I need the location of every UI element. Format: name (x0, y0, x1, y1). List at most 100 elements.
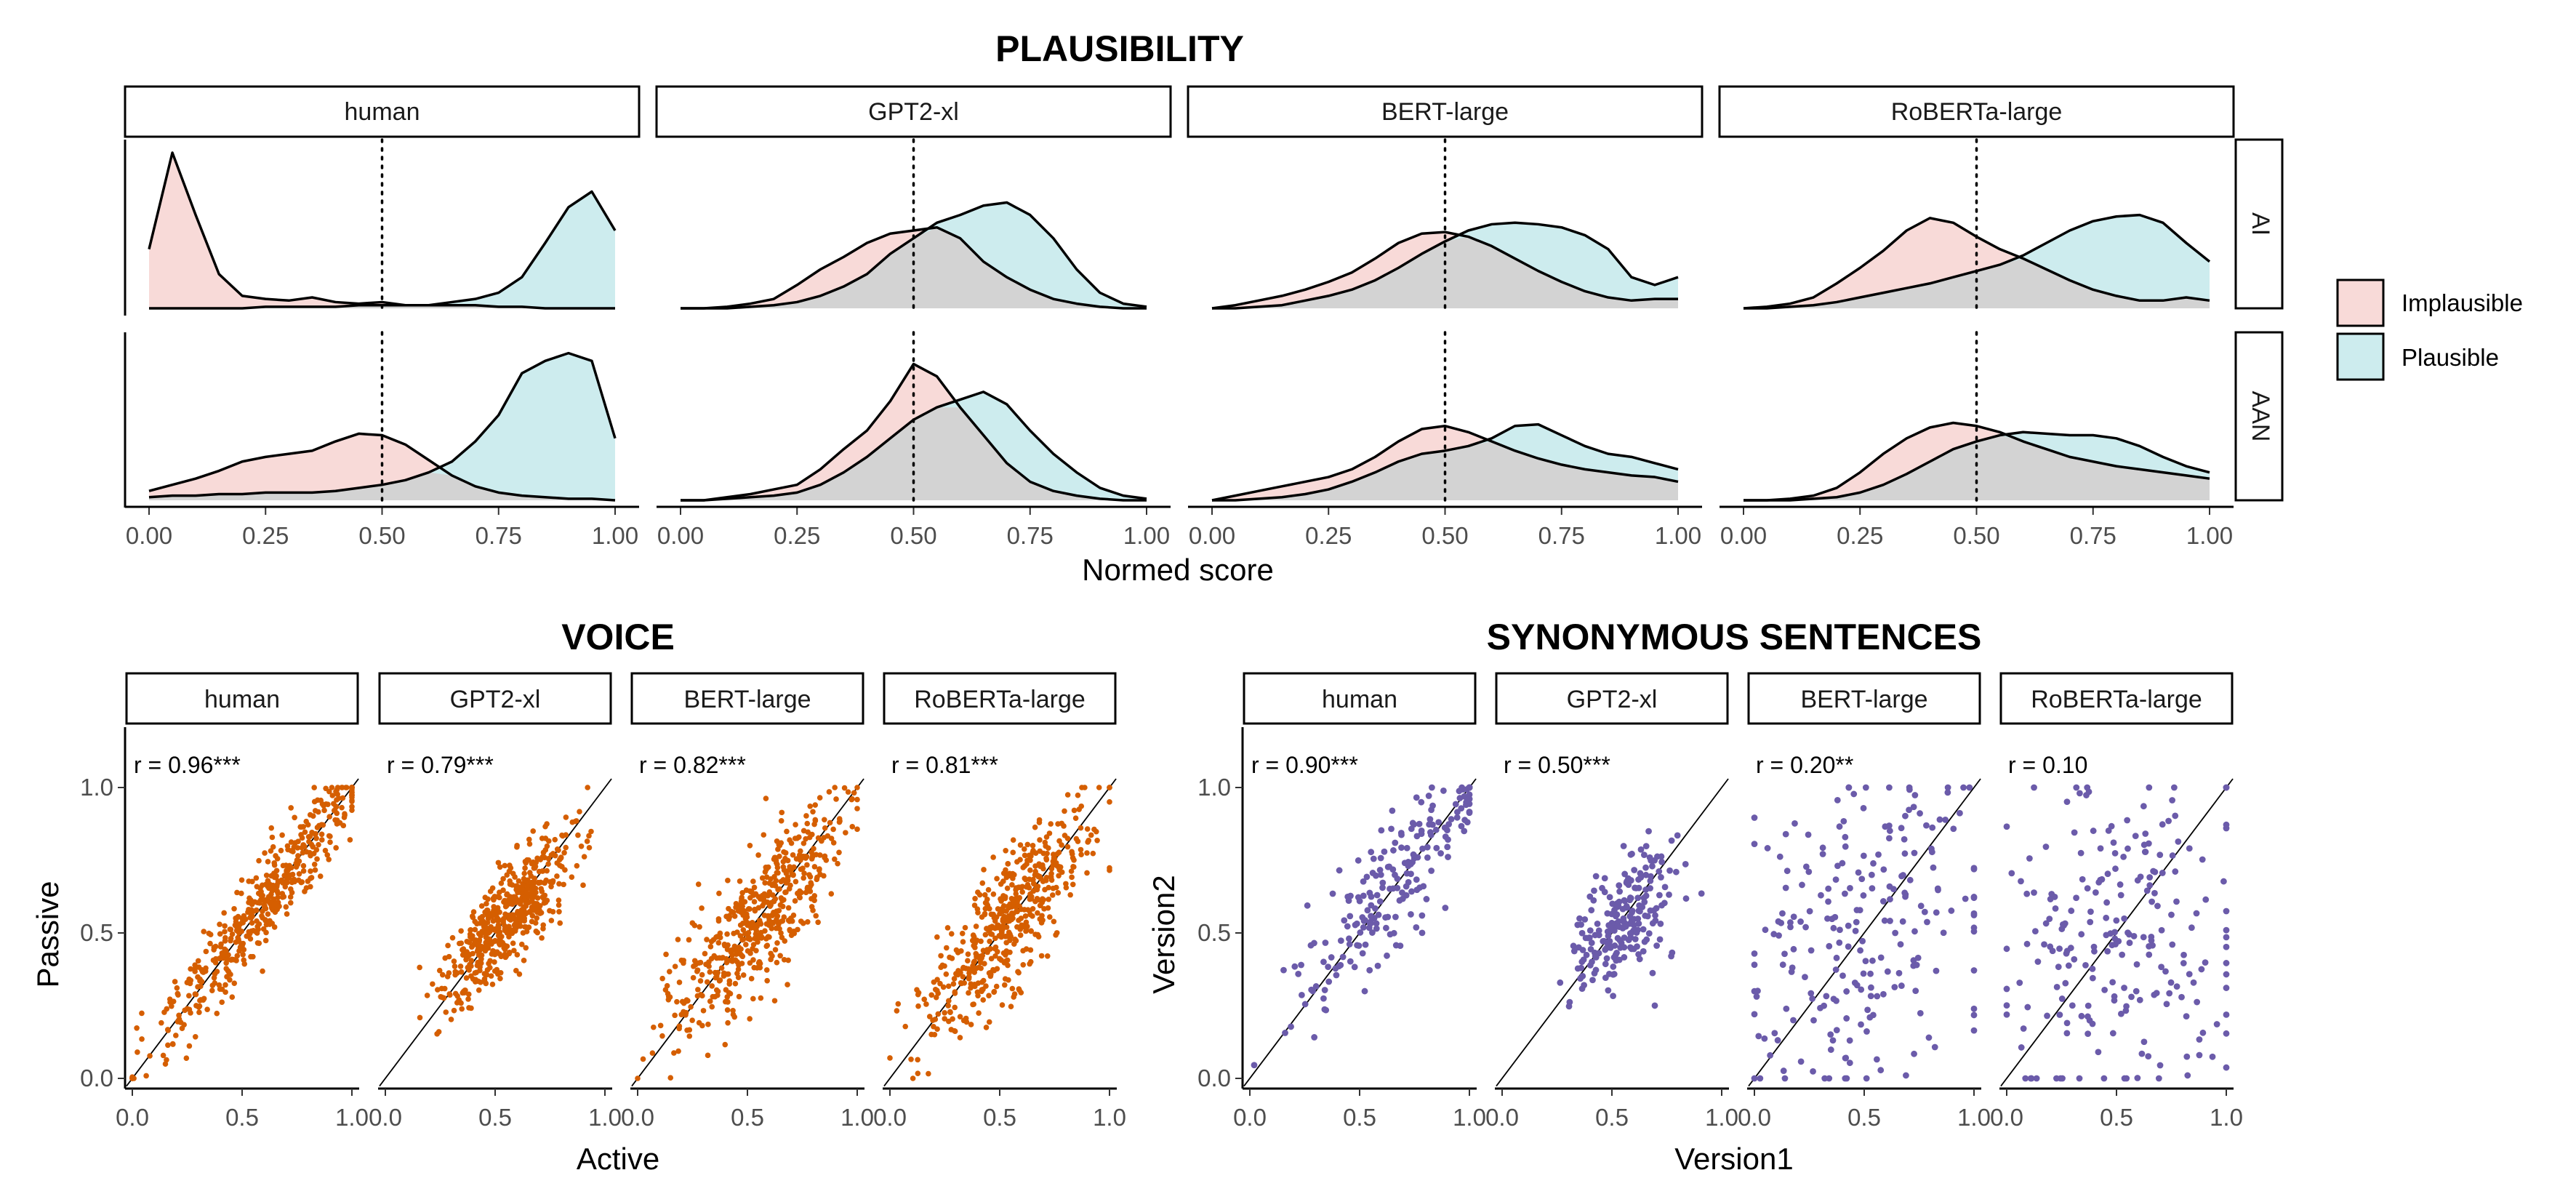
data-point (465, 964, 471, 971)
data-point (2117, 1010, 2124, 1017)
data-point (2180, 960, 2187, 966)
data-point (2156, 1062, 2164, 1069)
scatter-panel-synonymous-sentences-bert-large: 0.0 0.5 1.0r = 0.20** (1738, 752, 1991, 1131)
data-point (1011, 910, 1016, 917)
data-point (585, 785, 590, 790)
y-tick-label: 1.0 (80, 774, 113, 801)
data-point (659, 975, 665, 982)
data-point (349, 804, 355, 810)
data-point (1361, 987, 1368, 995)
data-point (1046, 896, 1052, 902)
data-point (1775, 932, 1782, 939)
data-point (1633, 927, 1640, 934)
data-point (992, 945, 998, 952)
data-point (1960, 784, 1967, 791)
plausibility-x-tick-label: 0.25 (1305, 522, 1352, 549)
data-point (2069, 1002, 2076, 1009)
data-point (500, 876, 506, 882)
data-point (285, 846, 291, 853)
data-point (334, 797, 340, 803)
data-point (1682, 895, 1690, 902)
voice-title: VOICE (561, 617, 675, 657)
data-point (1357, 929, 1364, 936)
data-point (986, 993, 992, 999)
data-point (1857, 947, 1864, 954)
strip-synonymous-sentences-roberta-large (1999, 672, 2234, 725)
data-point (1085, 839, 1091, 845)
data-point (1010, 837, 1016, 843)
data-point (1084, 850, 1090, 856)
strip-label-voice-gpt2-xl: GPT2-xl (450, 686, 541, 713)
data-point (1610, 963, 1617, 970)
correlation-label: r = 0.50*** (1504, 752, 1610, 778)
data-point (808, 856, 815, 862)
data-point (270, 844, 276, 850)
data-point (2124, 929, 2131, 937)
data-point (209, 987, 215, 993)
data-point (1396, 897, 1403, 904)
data-point (1280, 966, 1287, 974)
data-point (1635, 950, 1642, 958)
data-point (771, 909, 777, 915)
data-point (747, 1016, 753, 1022)
data-point (2023, 890, 2031, 897)
data-point (1059, 869, 1065, 876)
data-point (1021, 846, 1027, 852)
plausibility-x-tick-label: 0.00 (1189, 522, 1235, 549)
data-point (2202, 896, 2210, 903)
data-point (690, 974, 697, 981)
data-point (1925, 1034, 1933, 1041)
data-point (1429, 802, 1436, 809)
plausibility-panel-human-aan (148, 331, 617, 502)
data-point (2150, 868, 2157, 875)
data-point (1610, 971, 1617, 978)
data-point (539, 889, 545, 894)
data-point (1868, 871, 1875, 878)
plausibility-panel-roberta-large-ai (1743, 138, 2211, 310)
data-point (1075, 838, 1081, 844)
data-point (1783, 1005, 1790, 1012)
data-point (470, 909, 477, 915)
data-point (1850, 790, 1858, 798)
data-point (529, 918, 535, 925)
data-point (1351, 963, 1358, 971)
data-point (1877, 1067, 1885, 1074)
data-point (667, 994, 673, 1000)
data-point (195, 958, 201, 964)
data-point (1666, 867, 1673, 874)
data-point (1291, 963, 1299, 970)
data-point (300, 849, 306, 856)
data-point (1588, 907, 1595, 914)
data-point (1674, 832, 1681, 839)
data-point (1640, 926, 1647, 933)
data-point (982, 911, 988, 918)
data-point (1419, 929, 1426, 937)
data-point (441, 985, 448, 992)
data-point (1645, 828, 1652, 835)
data-point (1902, 812, 1909, 820)
data-point (717, 977, 723, 983)
data-point (991, 915, 998, 921)
data-point (854, 826, 860, 833)
data-point (775, 870, 781, 876)
data-point (1631, 867, 1638, 873)
data-point (2223, 1011, 2230, 1018)
data-point (1863, 1028, 1870, 1035)
data-point (1913, 961, 1920, 969)
data-point (305, 833, 312, 840)
data-point (2097, 845, 2104, 852)
data-point (1641, 899, 1648, 905)
data-point (273, 873, 279, 879)
data-point (456, 997, 462, 1003)
data-point (714, 973, 720, 979)
data-point (1970, 924, 1978, 931)
x-tick-label: 0.0 (116, 1104, 149, 1131)
plausibility-x-tick-label: 0.25 (1837, 522, 1883, 549)
data-point (791, 864, 797, 870)
data-point (2140, 841, 2148, 849)
data-point (1370, 855, 1377, 862)
data-point (1055, 821, 1061, 827)
data-point (2095, 1049, 2102, 1056)
data-point (758, 929, 764, 936)
data-point (895, 1001, 902, 1007)
